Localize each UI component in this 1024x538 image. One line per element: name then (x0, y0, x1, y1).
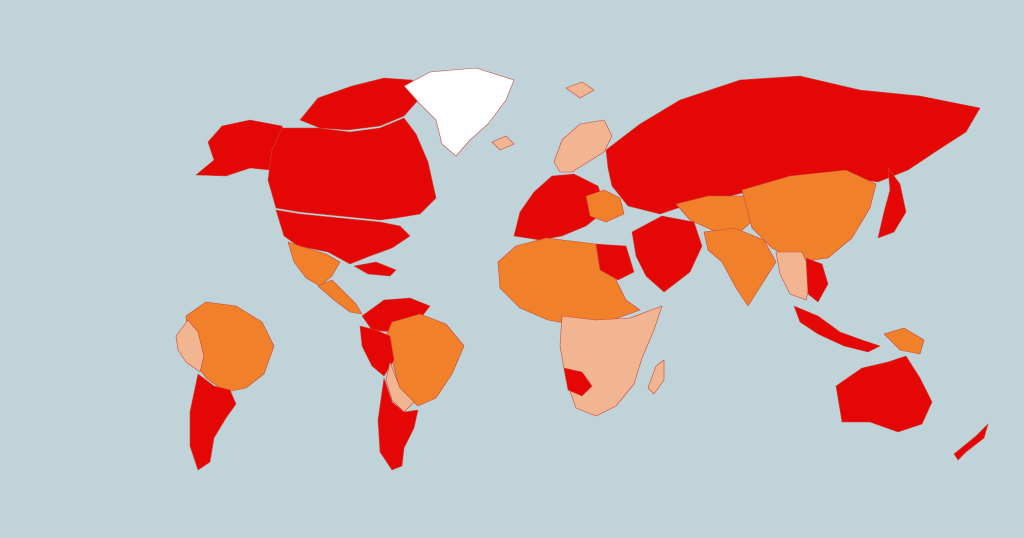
region-china (741, 169, 877, 263)
region-central-america (317, 279, 363, 315)
region-iceland (491, 135, 515, 151)
region-mexico (287, 241, 341, 287)
region-alaska (195, 119, 291, 177)
region-papua (883, 327, 925, 355)
region-new-zealand (953, 423, 989, 461)
region-inset-southern-cone (189, 373, 237, 471)
region-japan (877, 167, 907, 239)
region-namibia (563, 367, 593, 397)
region-indonesia (793, 305, 881, 353)
region-inset-andes (175, 319, 205, 373)
region-inset-south-america (185, 301, 275, 393)
region-vietnam (805, 257, 829, 303)
region-scandinavia (553, 119, 613, 173)
region-southeast-asia (775, 251, 813, 301)
region-greenland (403, 67, 515, 157)
region-eastern-europe (585, 189, 625, 223)
region-caribbean (353, 261, 397, 277)
region-australia (835, 355, 933, 433)
region-middle-east (631, 215, 703, 293)
region-india (703, 227, 777, 307)
region-western-europe (513, 173, 607, 241)
region-central-asia (675, 195, 761, 233)
region-egypt (595, 243, 635, 281)
region-canada (267, 117, 437, 221)
region-argentina-chile (377, 377, 419, 471)
region-madagascar (647, 359, 665, 395)
region-svalbard (565, 81, 595, 99)
